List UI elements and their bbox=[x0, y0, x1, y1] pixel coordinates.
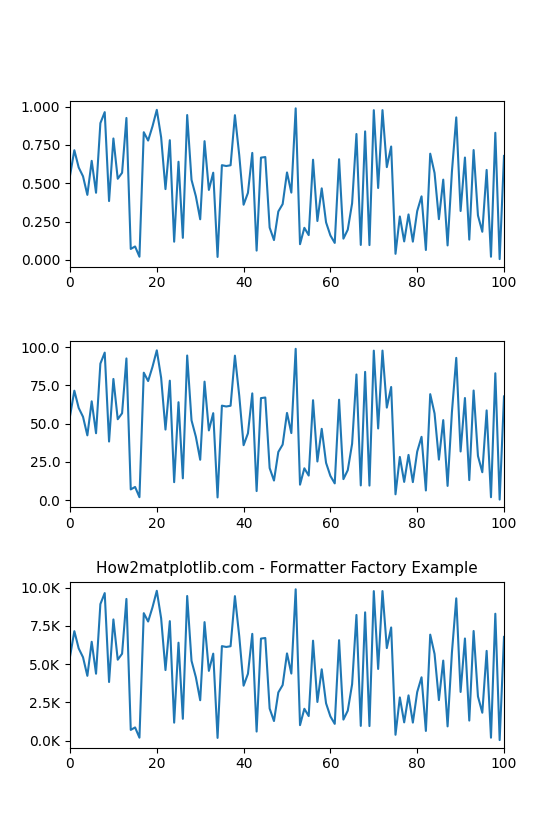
Title: How2matplotlib.com - Formatter Factory Example: How2matplotlib.com - Formatter Factory E… bbox=[96, 561, 478, 576]
